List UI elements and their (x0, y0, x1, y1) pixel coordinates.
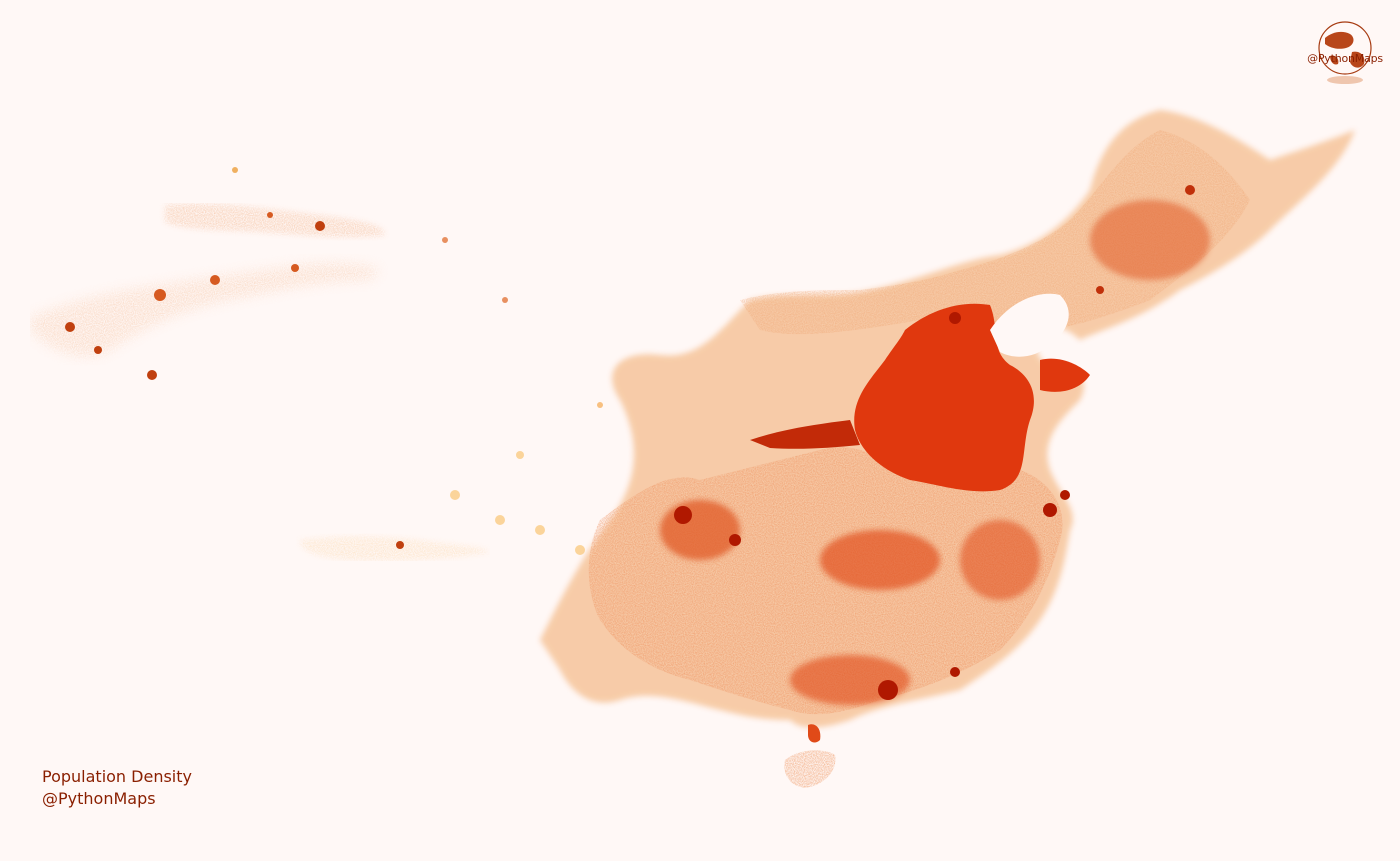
pythonmaps-logo: @PythonMaps (1300, 18, 1390, 90)
bohai-sea (990, 293, 1069, 357)
northeast-patches (949, 185, 1210, 324)
caption-title: Population Density (42, 767, 192, 786)
western-settlement-dots (65, 167, 603, 555)
sichuan-basin (660, 500, 741, 560)
south-china-patches (790, 490, 1070, 705)
hainan-island (784, 750, 836, 788)
map-caption: Population Density @PythonMaps (42, 766, 192, 810)
western-region (30, 203, 490, 561)
north-china-plain-core (750, 303, 1090, 492)
globe-icon (1318, 21, 1372, 84)
caption-credit: @PythonMaps (42, 789, 156, 808)
logo-text: @PythonMaps (1307, 52, 1383, 65)
